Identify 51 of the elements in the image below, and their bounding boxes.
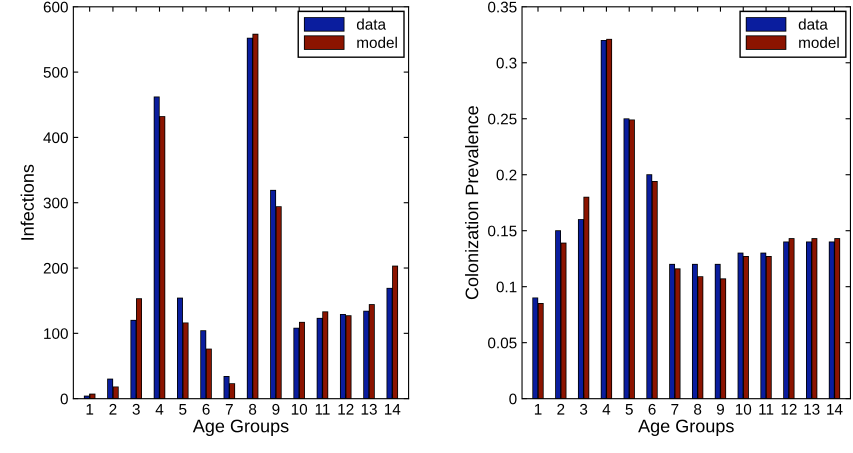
y-tick-label: 0.15 <box>488 226 517 236</box>
x-tick-label: 5 <box>179 404 186 415</box>
x-tick-label: 11 <box>316 404 330 415</box>
x-tick-label: 1 <box>86 404 94 415</box>
x-tick-label: 1 <box>534 404 542 415</box>
y-tick-label: 100 <box>44 328 68 340</box>
y-tick-label: 0.3 <box>496 58 517 68</box>
y-tick-label: 200 <box>44 262 68 274</box>
x-tick-label: 2 <box>109 404 116 415</box>
x-tick-label: 13 <box>362 404 377 415</box>
y-tick-label: 300 <box>44 198 68 208</box>
x-tick-label: 6 <box>202 404 210 415</box>
x-tick-label: 6 <box>648 404 656 415</box>
x-tick-label: 14 <box>827 404 843 415</box>
x-tick-label: 10 <box>292 404 308 415</box>
x-tick-label: 12 <box>338 404 354 415</box>
y-tick-label: 400 <box>43 132 68 144</box>
x-tick-label: 9 <box>272 404 280 415</box>
legend-label: model <box>357 36 397 48</box>
y-tick-label: 0.05 <box>488 338 517 348</box>
y-tick-label: 0 <box>509 394 517 404</box>
x-tick-label: 9 <box>716 404 724 415</box>
x-tick-label: 3 <box>580 404 588 415</box>
x-tick-label: 10 <box>736 404 752 415</box>
y-tick-label: 600 <box>44 2 68 12</box>
x-tick-label: 8 <box>694 404 702 415</box>
x-tick-label: 2 <box>557 404 564 415</box>
y-tick-label: 500 <box>44 66 68 78</box>
x-tick-label: 11 <box>759 404 774 415</box>
x-tick-label: 13 <box>804 404 820 415</box>
y-axis-title: Infections <box>20 164 34 240</box>
x-tick-label: 5 <box>626 404 633 415</box>
x-tick-label: 4 <box>156 404 164 415</box>
y-tick-label: 0.25 <box>488 114 517 124</box>
x-tick-label: 14 <box>384 404 400 415</box>
y-axis-title: Colonization Prevalence <box>465 106 478 300</box>
y-tick-label: 0.1 <box>496 282 516 292</box>
x-tick-label: 7 <box>671 404 678 415</box>
legend-label: model <box>799 36 839 48</box>
x-tick-label: 4 <box>602 404 610 415</box>
x-tick-label: 3 <box>132 404 140 415</box>
x-tick-label: 12 <box>782 404 797 415</box>
x-tick-label: 8 <box>249 404 256 415</box>
y-tick-label: 0 <box>60 394 68 404</box>
y-tick-label: 0.35 <box>488 2 517 12</box>
y-tick-label: 0.2 <box>496 170 516 180</box>
x-tick-label: 7 <box>226 404 233 415</box>
x-axis-title: Age Groups <box>192 420 288 436</box>
x-axis-title: Age Groups <box>638 420 734 436</box>
legend-label: data <box>356 18 386 30</box>
legend-label: data <box>798 18 828 30</box>
